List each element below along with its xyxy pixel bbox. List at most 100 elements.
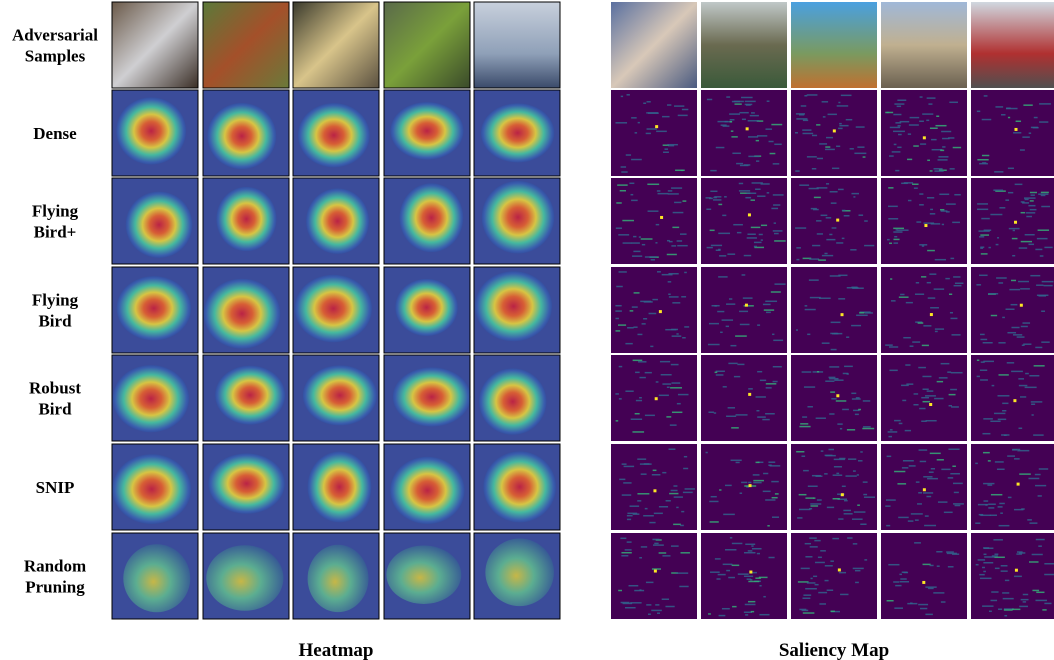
speck [1019, 473, 1031, 475]
speck [716, 578, 721, 580]
speck [765, 300, 778, 303]
speck [1022, 136, 1030, 138]
speck [731, 100, 740, 103]
speck [802, 416, 808, 418]
speck [981, 118, 992, 121]
speck [668, 293, 671, 296]
speck [652, 469, 657, 472]
heatmap-image [292, 443, 380, 531]
speck [741, 274, 746, 276]
speck [745, 614, 749, 616]
speck [743, 611, 753, 613]
speck [802, 257, 812, 260]
speck [756, 120, 764, 122]
heatmap-image [383, 532, 471, 620]
speck [800, 105, 807, 107]
speck [935, 124, 947, 127]
speck [1018, 280, 1029, 283]
speck [681, 296, 687, 298]
speck [940, 362, 950, 365]
speck [812, 208, 819, 211]
speck [672, 226, 680, 229]
speck [762, 418, 770, 421]
speck [898, 296, 909, 298]
speck [741, 96, 753, 99]
speck [832, 537, 839, 540]
speck [893, 242, 899, 244]
speck [718, 203, 723, 206]
speck [889, 346, 899, 348]
speck [846, 336, 850, 338]
speck [1014, 575, 1022, 578]
heatmap-image [383, 177, 471, 265]
speck [1041, 310, 1046, 312]
speck [796, 258, 800, 261]
speck [722, 214, 727, 217]
speck [718, 276, 728, 278]
row-label: Flying [32, 291, 79, 310]
speck [926, 495, 932, 498]
speck [998, 282, 1004, 284]
speck [622, 602, 633, 605]
speck [1028, 132, 1032, 134]
speck [632, 359, 643, 362]
speck [624, 549, 632, 551]
speck [816, 124, 821, 126]
speck [621, 494, 632, 496]
speck [633, 292, 640, 294]
speck [1007, 455, 1016, 457]
image [701, 444, 787, 530]
speck [922, 580, 926, 584]
speck [895, 169, 900, 172]
image [881, 2, 967, 88]
speck [998, 608, 1003, 610]
speck [837, 493, 845, 495]
speck [677, 393, 689, 396]
speck [807, 485, 818, 488]
speck [815, 475, 823, 477]
speck [710, 169, 717, 172]
heatmap-image [383, 89, 471, 177]
speck [1028, 477, 1040, 480]
speck [1020, 288, 1030, 290]
speck [809, 507, 813, 510]
speck [1007, 167, 1014, 170]
speck [736, 162, 744, 165]
image-border [473, 1, 561, 89]
speck [709, 197, 713, 200]
image-border [202, 443, 290, 531]
image-border [202, 354, 290, 442]
speck [983, 570, 986, 573]
speck [747, 233, 756, 235]
heat-blob [390, 102, 464, 160]
speck [888, 218, 899, 220]
speck [752, 474, 760, 476]
speck [843, 509, 852, 512]
speck [889, 155, 894, 157]
image-border [383, 177, 471, 265]
speck [900, 293, 905, 296]
heatmap-image [383, 266, 471, 354]
speck [927, 587, 934, 590]
saliency-image [971, 178, 1054, 264]
speck [710, 244, 723, 247]
speck [850, 249, 857, 251]
heatmap-image [292, 89, 380, 177]
speck [862, 427, 875, 430]
speck [888, 187, 894, 189]
speck [885, 111, 894, 114]
speck [667, 193, 679, 195]
image [203, 2, 289, 88]
heat-blob [203, 278, 281, 349]
speck [897, 229, 909, 231]
speck [663, 151, 669, 154]
speck [809, 296, 821, 299]
speck [983, 553, 987, 556]
speck [741, 481, 748, 484]
speck [809, 537, 817, 539]
speck [1032, 126, 1039, 129]
speck [731, 427, 739, 429]
speck [1001, 114, 1006, 116]
speck [757, 324, 761, 326]
speck [651, 609, 662, 612]
